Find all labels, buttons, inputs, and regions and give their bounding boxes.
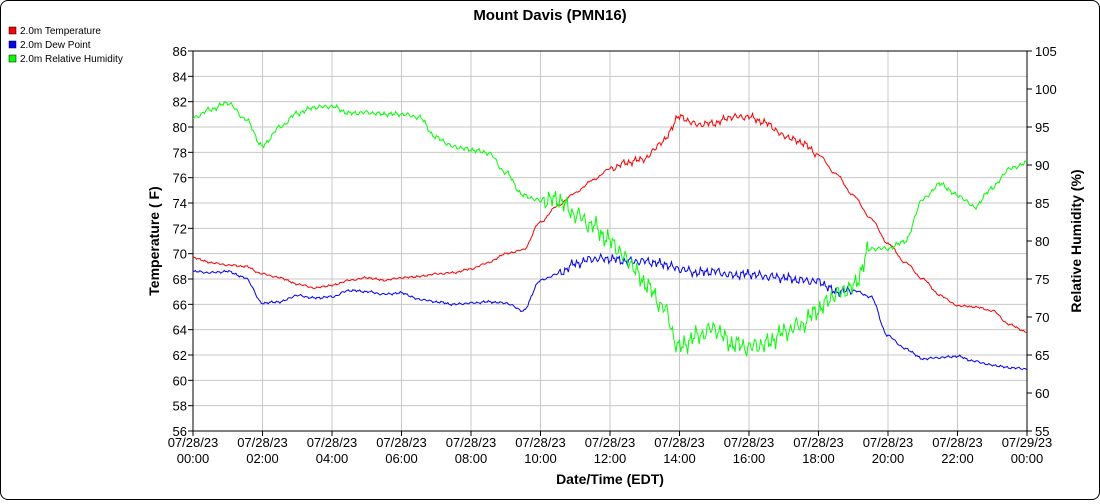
y-tick-label: 76 bbox=[173, 171, 187, 186]
y2-tick-label: 65 bbox=[1035, 348, 1049, 363]
x-tick-label-date: 07/28/23 bbox=[515, 435, 566, 450]
legend-swatch bbox=[8, 26, 17, 35]
x-tick-label-date: 07/28/23 bbox=[168, 435, 219, 450]
y-tick-label: 60 bbox=[173, 373, 187, 388]
x-tick-label-time: 22:00 bbox=[941, 451, 974, 466]
x-tick-label-date: 07/28/23 bbox=[237, 435, 288, 450]
series-line bbox=[192, 111, 1028, 334]
y-axis-ticks: 56 58 60 62 64 66 68 70 72 74 76 78 80 82 84 86 bbox=[173, 44, 193, 439]
y-tick-label: 68 bbox=[173, 272, 187, 287]
y2-tick-label: 105 bbox=[1035, 44, 1057, 59]
x-tick-label-time: 00:00 bbox=[177, 451, 210, 466]
y2-axis-ticks: 55 60 65 70 75 80 85 90 95 100 105 bbox=[1027, 44, 1057, 439]
x-tick-label-time: 02:00 bbox=[246, 451, 279, 466]
x-tick-label-time: 20:00 bbox=[872, 451, 905, 466]
y-tick-label: 74 bbox=[173, 196, 187, 211]
y-axis-label: Temperature ( F) bbox=[146, 186, 162, 295]
legend-label: 2.0m Relative Humidity bbox=[20, 54, 123, 65]
x-tick-label-date: 07/28/23 bbox=[793, 435, 844, 450]
y2-tick-label: 90 bbox=[1035, 158, 1049, 173]
x-tick-label-time: 10:00 bbox=[524, 451, 557, 466]
legend: 2.0m Temperature 2.0m Dew Point 2.0m Relat… bbox=[8, 26, 123, 65]
x-tick-label-date: 07/28/23 bbox=[307, 435, 358, 450]
chart-title: Mount Davis (PMN16) bbox=[473, 7, 626, 24]
legend-swatch bbox=[8, 54, 17, 63]
y-tick-label: 58 bbox=[173, 399, 187, 414]
x-axis-label: Date/Time (EDT) bbox=[556, 471, 664, 487]
x-tick-label-time: 06:00 bbox=[385, 451, 418, 466]
x-tick-label-date: 07/28/23 bbox=[654, 435, 705, 450]
series-2-0m-dew-point bbox=[193, 252, 1028, 371]
x-axis-ticks: 07/28/2300:0007/28/2302:0007/28/2304:000… bbox=[168, 431, 1053, 466]
y-tick-label: 84 bbox=[173, 69, 187, 84]
y2-tick-label: 85 bbox=[1035, 196, 1049, 211]
x-tick-label-date: 07/28/23 bbox=[446, 435, 497, 450]
grid bbox=[192, 50, 1028, 432]
series-line bbox=[192, 101, 1028, 357]
x-tick-label-date: 07/28/23 bbox=[932, 435, 983, 450]
y-tick-label: 70 bbox=[173, 247, 187, 262]
x-tick-label-time: 00:00 bbox=[1011, 451, 1044, 466]
y2-tick-label: 100 bbox=[1035, 82, 1057, 97]
y2-tick-label: 60 bbox=[1035, 386, 1049, 401]
x-tick-label-time: 16:00 bbox=[733, 451, 766, 466]
series-2-0m-temperature bbox=[192, 111, 1028, 334]
x-tick-label-date: 07/29/23 bbox=[1002, 435, 1053, 450]
y2-tick-label: 70 bbox=[1035, 310, 1049, 325]
x-tick-label-date: 07/28/23 bbox=[724, 435, 775, 450]
series-2-0m-relative-humidity bbox=[192, 101, 1028, 357]
x-tick-label-time: 08:00 bbox=[455, 451, 488, 466]
y-tick-label: 78 bbox=[173, 145, 187, 160]
legend-swatch bbox=[8, 40, 17, 49]
y2-tick-label: 95 bbox=[1035, 120, 1049, 135]
y-tick-label: 66 bbox=[173, 297, 187, 312]
x-tick-label-time: 12:00 bbox=[594, 451, 627, 466]
y-tick-label: 82 bbox=[173, 95, 187, 110]
x-tick-label-time: 04:00 bbox=[316, 451, 349, 466]
x-tick-label-date: 07/28/23 bbox=[585, 435, 636, 450]
legend-label: 2.0m Temperature bbox=[20, 26, 101, 37]
y-tick-label: 62 bbox=[173, 348, 187, 363]
y-tick-label: 72 bbox=[173, 221, 187, 236]
y2-tick-label: 80 bbox=[1035, 234, 1049, 249]
y2-tick-label: 55 bbox=[1035, 424, 1049, 439]
y-tick-label: 56 bbox=[173, 424, 187, 439]
y-tick-label: 80 bbox=[173, 120, 187, 135]
y2-tick-label: 75 bbox=[1035, 272, 1049, 287]
x-tick-label-date: 07/28/23 bbox=[376, 435, 427, 450]
y2-axis-label: Relative Humidity (%) bbox=[1068, 169, 1084, 312]
series-layer bbox=[192, 101, 1028, 371]
legend-label: 2.0m Dew Point bbox=[20, 40, 91, 51]
x-tick-label-time: 18:00 bbox=[802, 451, 835, 466]
series-line bbox=[193, 252, 1028, 371]
y-tick-label: 64 bbox=[173, 323, 187, 338]
x-tick-label-time: 14:00 bbox=[663, 451, 696, 466]
x-tick-label-date: 07/28/23 bbox=[863, 435, 914, 450]
y-tick-label: 86 bbox=[173, 44, 187, 59]
